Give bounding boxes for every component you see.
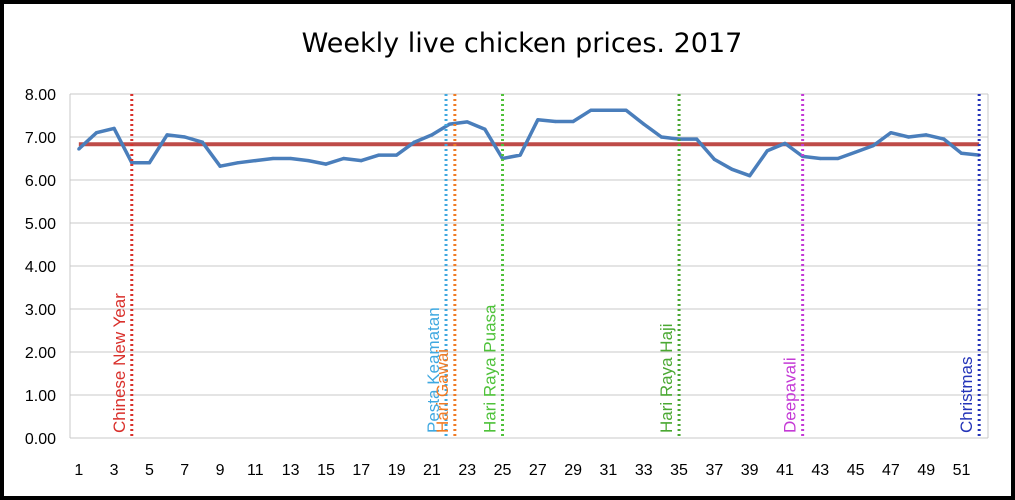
data-point [412,140,416,144]
data-point [536,118,540,122]
y-tick-label: 8.00 [25,87,56,104]
data-point [924,133,928,137]
data-point [359,159,363,163]
data-point [695,137,699,141]
data-point [377,153,381,157]
x-tick-label: 29 [564,462,582,479]
data-point [271,156,275,161]
chart-title: Weekly live chicken prices. 2017 [302,28,743,59]
y-tick-label: 5.00 [25,216,56,233]
data-point [783,141,787,146]
data-point [553,119,558,124]
x-tick-label: 9 [216,462,225,479]
data-point [818,156,822,161]
x-axis-tick-labels: 1 3 5 7 9 11 13 15 17 19 21 23 25 27 29 31 33 35 37 39 41 43 4… [74,462,970,479]
x-tick-label: 43 [811,462,829,479]
y-tick-label: 2.00 [25,345,56,362]
x-tick-label: 27 [529,462,547,479]
x-tick-label: 7 [180,462,189,479]
data-point [236,161,240,165]
series-line [77,108,980,178]
x-tick-label: 39 [741,462,759,479]
y-tick-label: 7.00 [25,130,56,147]
x-tick-label: 19 [388,462,406,479]
x-tick-label: 33 [635,462,653,479]
x-tick-label: 35 [670,462,688,479]
data-point [624,108,628,112]
x-tick-label: 1 [74,462,83,479]
event-label: Hari Gawai [433,349,452,433]
data-point [748,174,752,178]
event-label: Chinese New Year [110,293,129,433]
data-point [871,144,875,148]
x-tick-label: 47 [882,462,900,479]
data-point [765,149,769,153]
data-point [889,131,893,135]
x-tick-label: 13 [282,462,300,479]
event-label: Christmas [957,356,976,433]
x-tick-label: 11 [247,462,264,479]
data-point [659,135,664,139]
data-point [183,135,187,139]
data-point [712,157,716,161]
data-point [94,131,99,135]
data-point [465,120,469,124]
x-tick-label: 17 [352,462,370,479]
x-tick-label: 5 [145,462,154,479]
data-point [394,153,399,157]
data-point [942,137,946,141]
x-tick-label: 37 [705,462,723,479]
data-point [342,156,346,161]
x-tick-label: 25 [494,462,512,479]
x-tick-label: 41 [776,462,794,479]
y-tick-label: 0.00 [25,431,56,448]
data-point [518,153,522,157]
data-point [324,162,328,166]
data-point [642,122,646,126]
data-point [253,159,257,163]
data-point [77,147,81,151]
x-tick-label: 31 [600,462,618,479]
y-tick-label: 6.00 [25,173,56,190]
data-point [306,159,310,163]
data-point [483,127,487,131]
data-point [130,161,134,165]
x-tick-label: 51 [953,462,971,479]
data-point [218,164,222,168]
x-tick-label: 15 [317,462,335,479]
data-point [906,135,911,139]
x-tick-label: 21 [423,462,441,479]
data-point [147,161,152,165]
data-point [447,122,452,126]
data-point [606,108,611,112]
y-tick-label: 4.00 [25,259,56,276]
data-point [430,133,434,137]
data-point [730,167,734,171]
x-tick-label: 49 [917,462,935,479]
y-tick-label: 3.00 [25,302,56,319]
data-point [165,133,169,137]
event-label: Hari Raya Puasa [481,304,500,433]
y-tick-label: 1.00 [25,388,56,405]
x-tick-label: 45 [847,462,865,479]
data-point [200,140,205,144]
data-point [112,126,116,130]
data-point [571,119,575,124]
gridlines [69,93,989,439]
event-label: Hari Raya Haji [657,323,676,433]
x-tick-label: 23 [458,462,476,479]
data-point [589,108,593,112]
data-point [853,150,858,154]
data-point [289,156,293,161]
event-label: Pesta Keamatan [424,307,443,433]
y-axis-tick-labels: 8.00 7.00 6.00 5.00 4.00 3.00 2.00 1.00 0.00 [25,87,56,448]
event-label: Deepavali [781,357,800,433]
data-point [959,151,964,155]
x-tick-label: 3 [110,462,119,479]
data-point [836,156,840,161]
